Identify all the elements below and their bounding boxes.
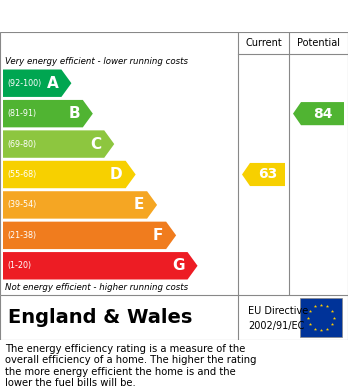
Text: F: F bbox=[153, 228, 163, 243]
Text: the more energy efficient the home is and the: the more energy efficient the home is an… bbox=[5, 367, 236, 377]
Text: England & Wales: England & Wales bbox=[8, 308, 192, 327]
Text: lower the fuel bills will be.: lower the fuel bills will be. bbox=[5, 378, 136, 388]
Text: (39-54): (39-54) bbox=[7, 201, 36, 210]
Text: E: E bbox=[134, 197, 144, 212]
Text: (92-100): (92-100) bbox=[7, 79, 41, 88]
Polygon shape bbox=[3, 161, 136, 188]
Text: (1-20): (1-20) bbox=[7, 261, 31, 270]
Polygon shape bbox=[293, 102, 344, 125]
Text: (81-91): (81-91) bbox=[7, 109, 36, 118]
Text: Not energy efficient - higher running costs: Not energy efficient - higher running co… bbox=[5, 283, 188, 292]
Bar bbox=[300, 298, 342, 337]
Text: C: C bbox=[90, 136, 101, 152]
Polygon shape bbox=[3, 191, 157, 219]
Text: Very energy efficient - lower running costs: Very energy efficient - lower running co… bbox=[5, 57, 188, 66]
Text: A: A bbox=[47, 76, 58, 91]
Text: D: D bbox=[110, 167, 122, 182]
Text: (69-80): (69-80) bbox=[7, 140, 36, 149]
Text: Potential: Potential bbox=[297, 38, 340, 48]
Text: EU Directive: EU Directive bbox=[248, 306, 308, 316]
Text: (55-68): (55-68) bbox=[7, 170, 36, 179]
Text: 63: 63 bbox=[258, 167, 277, 181]
Text: Current: Current bbox=[245, 38, 282, 48]
Text: (21-38): (21-38) bbox=[7, 231, 36, 240]
Polygon shape bbox=[3, 130, 114, 158]
Text: 2002/91/EC: 2002/91/EC bbox=[248, 321, 304, 332]
Text: B: B bbox=[68, 106, 80, 121]
Text: The energy efficiency rating is a measure of the: The energy efficiency rating is a measur… bbox=[5, 344, 245, 354]
Polygon shape bbox=[3, 100, 93, 127]
Polygon shape bbox=[242, 163, 285, 186]
Text: 84: 84 bbox=[313, 107, 332, 121]
Text: G: G bbox=[172, 258, 184, 273]
Polygon shape bbox=[3, 252, 198, 280]
Polygon shape bbox=[3, 222, 176, 249]
Text: Energy Efficiency Rating: Energy Efficiency Rating bbox=[17, 7, 246, 25]
Text: overall efficiency of a home. The higher the rating: overall efficiency of a home. The higher… bbox=[5, 355, 256, 366]
Polygon shape bbox=[3, 70, 71, 97]
